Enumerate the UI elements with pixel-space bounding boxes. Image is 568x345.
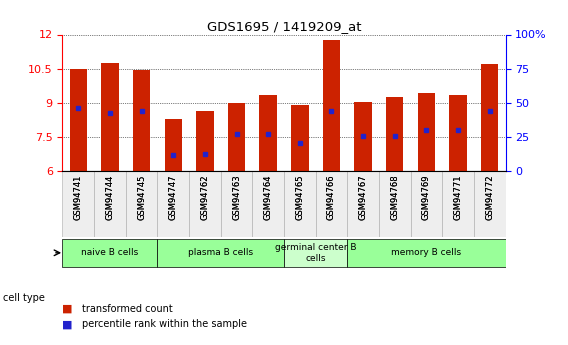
Text: GSM94768: GSM94768 bbox=[390, 175, 399, 220]
Bar bbox=[354, 102, 372, 171]
Text: GSM94764: GSM94764 bbox=[264, 175, 273, 220]
Text: GSM94741: GSM94741 bbox=[74, 175, 83, 220]
Bar bbox=[62, 239, 157, 267]
Bar bbox=[316, 171, 347, 237]
Text: GSM94767: GSM94767 bbox=[358, 175, 367, 220]
Text: GSM94744: GSM94744 bbox=[106, 175, 114, 220]
Bar bbox=[157, 171, 189, 237]
Bar bbox=[228, 103, 245, 171]
Text: transformed count: transformed count bbox=[82, 304, 173, 314]
Bar bbox=[196, 111, 214, 171]
Text: plasma B cells: plasma B cells bbox=[188, 248, 253, 257]
Text: GSM94762: GSM94762 bbox=[201, 175, 210, 220]
Text: GSM94747: GSM94747 bbox=[169, 175, 178, 220]
Text: memory B cells: memory B cells bbox=[391, 248, 461, 257]
Text: GSM94766: GSM94766 bbox=[327, 175, 336, 220]
Text: GSM94745: GSM94745 bbox=[137, 175, 146, 220]
Text: GSM94741: GSM94741 bbox=[74, 175, 83, 220]
Text: GSM94771: GSM94771 bbox=[454, 175, 462, 220]
Bar bbox=[347, 171, 379, 237]
Text: GSM94763: GSM94763 bbox=[232, 175, 241, 220]
Bar bbox=[252, 171, 284, 237]
Bar bbox=[284, 239, 347, 267]
Text: GSM94763: GSM94763 bbox=[232, 175, 241, 220]
Bar bbox=[417, 93, 435, 171]
Text: cell type: cell type bbox=[3, 294, 45, 303]
Text: naive B cells: naive B cells bbox=[81, 248, 139, 257]
Bar bbox=[411, 171, 442, 237]
Bar bbox=[101, 63, 119, 171]
Text: ■: ■ bbox=[62, 319, 73, 329]
Bar bbox=[189, 171, 221, 237]
Bar bbox=[347, 239, 506, 267]
Bar bbox=[481, 64, 498, 171]
Bar bbox=[323, 40, 340, 171]
Text: GSM94772: GSM94772 bbox=[485, 175, 494, 220]
Bar bbox=[94, 171, 126, 237]
Text: GSM94745: GSM94745 bbox=[137, 175, 146, 220]
Text: GSM94765: GSM94765 bbox=[295, 175, 304, 220]
Bar bbox=[126, 171, 157, 237]
Text: GSM94766: GSM94766 bbox=[327, 175, 336, 220]
Text: GSM94771: GSM94771 bbox=[454, 175, 462, 220]
Text: GSM94769: GSM94769 bbox=[422, 175, 431, 220]
Title: GDS1695 / 1419209_at: GDS1695 / 1419209_at bbox=[207, 20, 361, 33]
Bar bbox=[449, 95, 467, 171]
Bar bbox=[474, 171, 506, 237]
Text: GSM94765: GSM94765 bbox=[295, 175, 304, 220]
Text: GSM94764: GSM94764 bbox=[264, 175, 273, 220]
Text: GSM94744: GSM94744 bbox=[106, 175, 114, 220]
Bar bbox=[442, 171, 474, 237]
Bar bbox=[157, 239, 284, 267]
Text: GSM94772: GSM94772 bbox=[485, 175, 494, 220]
Bar bbox=[70, 69, 87, 171]
Text: GSM94768: GSM94768 bbox=[390, 175, 399, 220]
Bar bbox=[284, 171, 316, 237]
Bar bbox=[133, 70, 151, 171]
Bar bbox=[165, 119, 182, 171]
Text: GSM94762: GSM94762 bbox=[201, 175, 210, 220]
Bar bbox=[260, 95, 277, 171]
Bar bbox=[221, 171, 252, 237]
Bar bbox=[386, 97, 403, 171]
Text: ■: ■ bbox=[62, 304, 73, 314]
Text: GSM94769: GSM94769 bbox=[422, 175, 431, 220]
Text: germinal center B
cells: germinal center B cells bbox=[275, 243, 356, 263]
Bar bbox=[379, 171, 411, 237]
Text: GSM94747: GSM94747 bbox=[169, 175, 178, 220]
Text: percentile rank within the sample: percentile rank within the sample bbox=[82, 319, 247, 329]
Text: GSM94767: GSM94767 bbox=[358, 175, 367, 220]
Bar bbox=[62, 171, 94, 237]
Bar bbox=[291, 105, 308, 171]
